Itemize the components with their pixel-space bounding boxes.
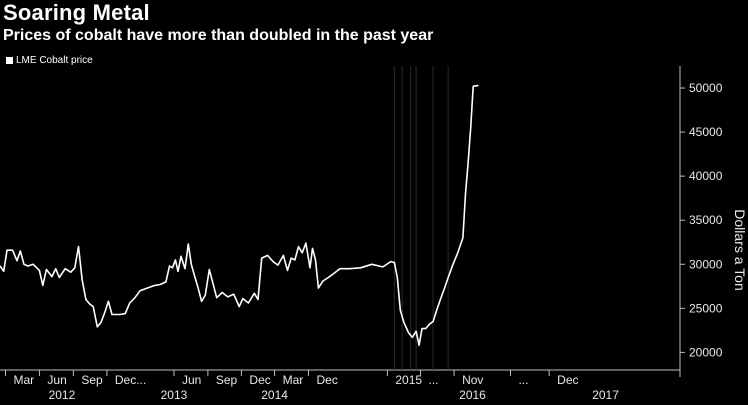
legend-swatch	[6, 57, 13, 64]
x-tick-label: 2015	[395, 373, 422, 387]
x-year-label: 2017	[592, 388, 619, 402]
x-year-label: 2013	[161, 388, 188, 402]
x-year-label: 2014	[261, 388, 288, 402]
x-tick-label: ...	[518, 373, 528, 387]
x-tick-label: Sep	[81, 373, 103, 387]
y-tick-label: 25000	[689, 301, 723, 315]
y-tick-label: 40000	[689, 169, 723, 183]
y-tick-label: 20000	[689, 345, 723, 359]
x-tick-label: Dec	[316, 373, 337, 387]
x-tick-label: Mar	[283, 373, 304, 387]
legend-label: LME Cobalt price	[16, 55, 93, 66]
x-tick-label: Dec	[249, 373, 270, 387]
chart-title: Soaring Metal	[3, 0, 150, 25]
x-tick-label: Sep	[216, 373, 238, 387]
x-tick-label: Jun	[47, 373, 66, 387]
x-year-label: 2012	[49, 388, 76, 402]
chart-legend: LME Cobalt price	[6, 55, 93, 66]
chart-subtitle: Prices of cobalt have more than doubled …	[3, 27, 434, 44]
x-tick-label: Mar	[14, 373, 35, 387]
x-tick-label: Jun	[182, 373, 201, 387]
x-tick-label: Nov	[462, 373, 483, 387]
y-tick-label: 35000	[689, 213, 723, 227]
y-tick-label: 50000	[689, 81, 723, 95]
x-tick-label: Dec	[557, 373, 578, 387]
x-tick-label: ...	[429, 373, 439, 387]
x-year-label: 2016	[459, 388, 486, 402]
series-line-cobalt	[0, 84, 479, 347]
y-axis-label: Dollars a Ton	[732, 209, 748, 290]
y-tick-label: 30000	[689, 257, 723, 271]
y-tick-label: 45000	[689, 125, 723, 139]
plot-area: 20000 25000 30000 35000 40000 45000 50000 Mar Ju…	[0, 66, 723, 402]
x-tick-label: Dec...	[115, 373, 146, 387]
